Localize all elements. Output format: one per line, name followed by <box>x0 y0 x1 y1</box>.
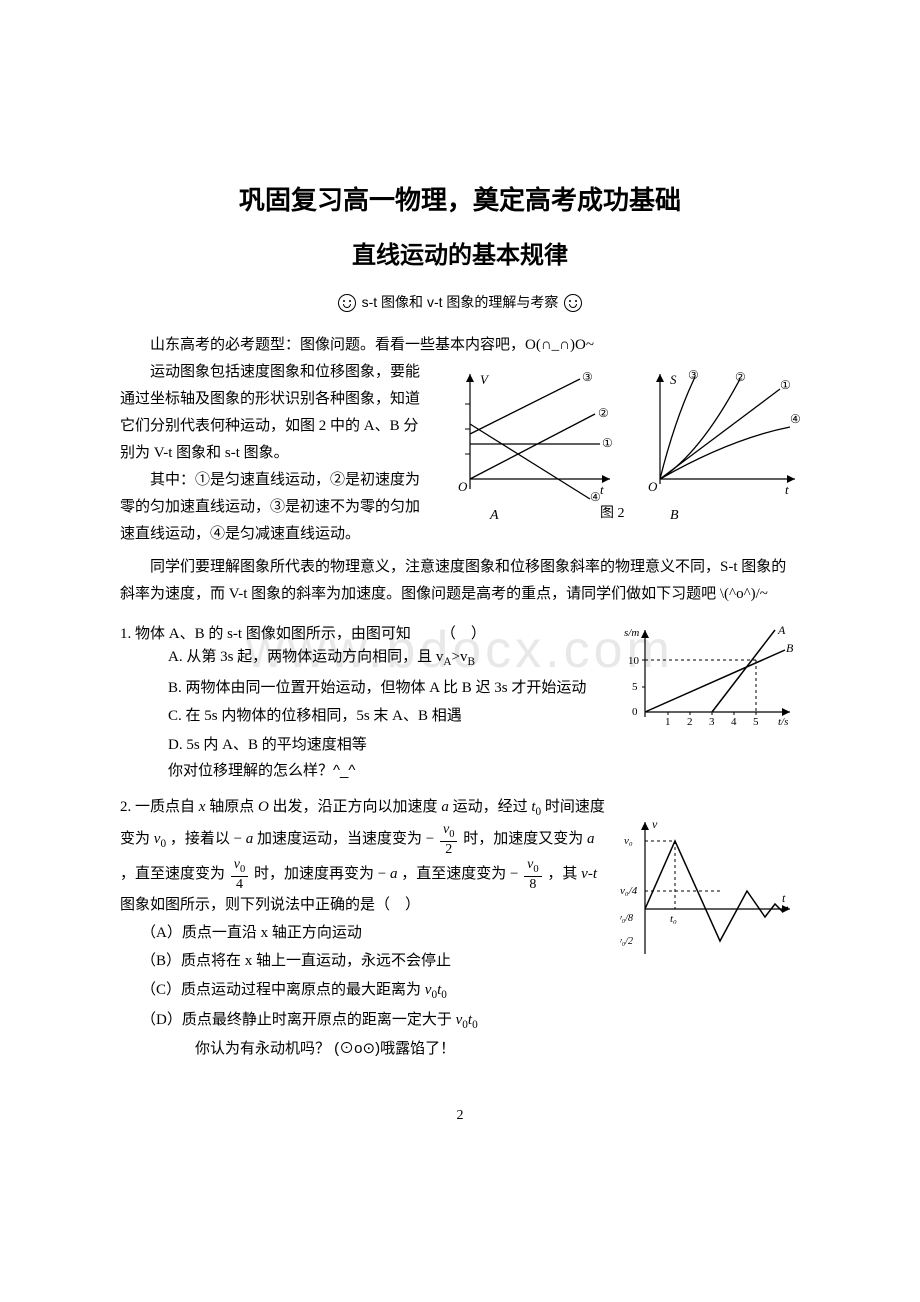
svg-text:t/s: t/s <box>778 716 788 728</box>
svg-text:-v₀/2: -v₀/2 <box>620 936 633 947</box>
title-sub: 直线运动的基本规律 <box>120 235 800 270</box>
svg-text:3: 3 <box>709 716 715 728</box>
intro-p3: 同学们要理解图象所代表的物理意义，注意速度图象和位移图象斜率的物理意义不同，S-… <box>120 554 800 608</box>
svg-text:①: ① <box>780 378 791 392</box>
svg-text:0: 0 <box>632 706 638 718</box>
svg-text:1: 1 <box>665 716 671 728</box>
subtitle: s-t 图像和 v-t 图象的理解与考察 <box>120 292 800 312</box>
svg-text:④: ④ <box>790 412 800 426</box>
q2-option-d: （D）质点最终静止时离开原点的距离一定大于 v0t0 <box>141 1006 800 1036</box>
svg-text:图 2: 图 2 <box>600 506 625 519</box>
svg-text:A: A <box>777 623 786 637</box>
svg-text:2: 2 <box>687 716 693 728</box>
figure-2: V t O ③ ② ① ④ A <box>440 359 800 524</box>
q2-note: 你认为有永动机吗？ (⊙o⊙)哦露馅了！ <box>195 1037 800 1058</box>
svg-text:O: O <box>458 479 468 494</box>
smiley-icon <box>564 294 582 312</box>
svg-text:4: 4 <box>731 716 737 728</box>
subtitle-text: s-t 图像和 v-t 图象的理解与考察 <box>362 294 559 310</box>
svg-text:10: 10 <box>628 655 640 667</box>
svg-text:②: ② <box>735 370 746 384</box>
svg-text:v₀/4: v₀/4 <box>620 885 638 897</box>
intro-p1: 山东高考的必考题型：图像问题。看看一些基本内容吧，O(∩_∩)O~ <box>120 332 800 359</box>
svg-text:t₀: t₀ <box>670 913 677 925</box>
svg-text:t: t <box>785 482 789 497</box>
svg-text:③: ③ <box>688 368 699 382</box>
svg-text:V: V <box>480 372 490 387</box>
svg-text:②: ② <box>598 406 609 420</box>
svg-text:A: A <box>489 508 499 519</box>
svg-text:B: B <box>786 641 794 655</box>
svg-text:v: v <box>652 817 658 831</box>
svg-text:①: ① <box>602 436 613 450</box>
q1-note: 你对位移理解的怎么样？^_^ <box>168 759 800 780</box>
svg-text:O: O <box>648 479 658 494</box>
svg-text:v₀: v₀ <box>624 835 633 847</box>
smiley-icon <box>338 294 356 312</box>
q2-chart: v t v₀ v₀/4 -v₀/8 -v₀/2 t₀ <box>620 814 800 969</box>
q2-option-c: （C）质点运动过程中离原点的最大距离为 v0t0 <box>141 976 800 1006</box>
svg-text:5: 5 <box>632 681 638 693</box>
svg-text:B: B <box>670 508 679 519</box>
svg-text:s/m: s/m <box>624 627 639 639</box>
svg-text:③: ③ <box>582 370 593 384</box>
q1-chart: 1 2 3 4 5 0 5 10 <box>620 622 800 737</box>
title-main: 巩固复习高一物理，奠定高考成功基础 <box>120 180 800 217</box>
svg-text:S: S <box>670 372 677 387</box>
page-number: 2 <box>120 1108 800 1124</box>
svg-text:t: t <box>782 891 786 905</box>
svg-text:-v₀/8: -v₀/8 <box>620 913 633 924</box>
svg-text:5: 5 <box>753 716 759 728</box>
svg-text:④: ④ <box>590 490 601 504</box>
